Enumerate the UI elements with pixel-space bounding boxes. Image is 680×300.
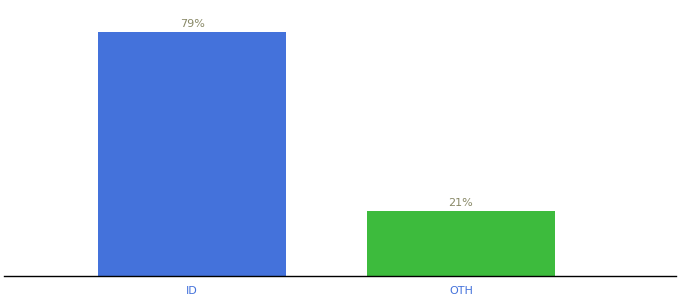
Bar [98,32,286,276]
Bar [367,211,555,276]
Text: 79%: 79% [180,19,205,29]
Text: 21%: 21% [449,198,473,208]
